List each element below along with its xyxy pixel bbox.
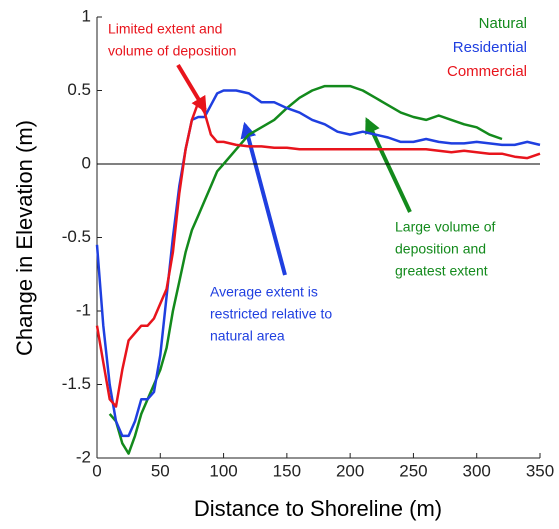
- y-tick-label: -1.5: [62, 374, 91, 393]
- legend-entry: Natural: [479, 15, 527, 32]
- annotation: volume of deposition: [108, 43, 236, 59]
- y-tick-label: 0: [82, 153, 91, 172]
- x-tick-label: 150: [273, 461, 301, 480]
- x-tick-label: 100: [209, 461, 237, 480]
- x-tick-label: 0: [92, 461, 101, 480]
- y-tick-label: 1: [82, 6, 91, 25]
- annotation: greatest extent: [395, 263, 488, 279]
- x-tick-label: 250: [399, 461, 427, 480]
- legend-entry: Commercial: [447, 63, 527, 80]
- annotation: Average extent is: [210, 284, 318, 300]
- x-axis-label: Distance to Shoreline (m): [194, 496, 442, 521]
- line-series: [108, 84, 503, 455]
- annotation: Large volume of: [395, 219, 496, 235]
- arrow: [176, 63, 207, 113]
- annotation: Limited extent and: [108, 21, 222, 37]
- annotation: natural area: [210, 328, 285, 344]
- y-tick-label: -0.5: [62, 227, 91, 246]
- y-tick-label: 0.5: [67, 80, 91, 99]
- x-tick-label: 200: [336, 461, 364, 480]
- line-series: [95, 101, 541, 408]
- line-series: [95, 89, 541, 438]
- y-tick-label: -1: [76, 300, 91, 319]
- y-tick-label: -2: [76, 447, 91, 466]
- x-tick-label: 50: [151, 461, 170, 480]
- x-tick-label: 300: [463, 461, 491, 480]
- y-axis-label: Change in Elevation (m): [12, 120, 37, 356]
- arrow: [240, 121, 287, 276]
- x-tick-label: 350: [526, 461, 554, 480]
- annotation: deposition and: [395, 241, 486, 257]
- legend-entry: Residential: [453, 39, 527, 56]
- annotation: restricted relative to: [210, 306, 332, 322]
